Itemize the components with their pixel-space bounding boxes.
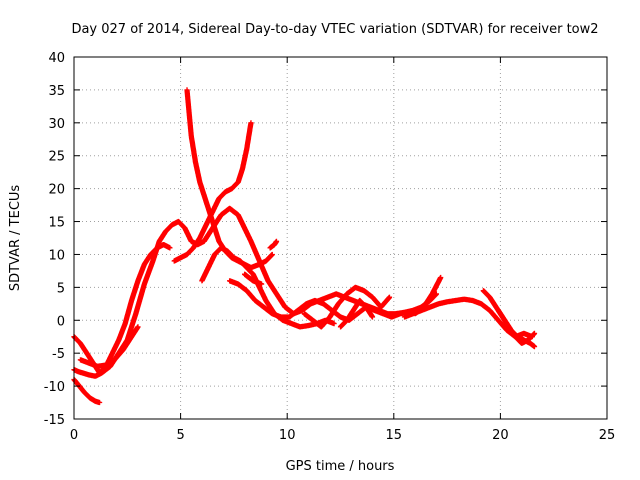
y-tick-label: 40 — [48, 51, 65, 66]
y-axis-label: SDTVAR / TECUs — [8, 185, 23, 292]
satellite-track-14 — [495, 307, 538, 350]
y-tick-label: 35 — [48, 84, 65, 99]
satellite-track-6 — [171, 120, 254, 264]
y-tick-label: -10 — [44, 380, 65, 395]
data-marker-path — [267, 238, 280, 251]
y-tick-label: 25 — [48, 150, 65, 165]
y-tick-label: 10 — [48, 248, 65, 263]
axis-ticks: 0 5 10 15 20 25 -15 -10 -5 0 5 10 15 20 25 30 35 40 — [44, 51, 616, 443]
data-marker-path — [480, 288, 538, 346]
data-marker-path — [495, 307, 538, 350]
grid-lines — [74, 57, 607, 419]
satellite-track-15 — [242, 271, 265, 287]
data-marker-path — [171, 120, 254, 264]
satellite-track-3 — [71, 376, 103, 406]
y-tick-label: 30 — [48, 117, 65, 132]
y-tick-label: 5 — [57, 281, 65, 296]
satellite-track-2 — [71, 242, 173, 376]
y-tick-label: 0 — [57, 314, 65, 329]
satellite-track-4 — [77, 324, 141, 369]
data-marker-path — [412, 274, 444, 317]
x-tick-label: 10 — [279, 428, 296, 443]
x-tick-label: 20 — [492, 428, 509, 443]
satellite-track-12 — [412, 274, 444, 317]
x-tick-label: 15 — [386, 428, 403, 443]
plot-frame — [73, 56, 608, 420]
data-marker-path — [301, 284, 393, 330]
chart-title: Day 027 of 2014, Sidereal Day-to-day VTE… — [71, 22, 598, 37]
x-axis-label: GPS time / hours — [286, 459, 395, 474]
data-marker-path — [337, 297, 376, 330]
x-tick-label: 5 — [176, 428, 184, 443]
data-marker-path — [71, 376, 103, 406]
y-tick-label: 20 — [48, 183, 65, 198]
data-marker-path — [242, 271, 265, 287]
y-tick-label: -5 — [52, 347, 65, 362]
satellite-track-13 — [480, 288, 538, 346]
data-points — [71, 87, 538, 406]
y-tick-label: -15 — [44, 413, 65, 428]
satellite-track-10 — [337, 297, 376, 330]
y-tick-label: 15 — [48, 216, 65, 231]
data-marker-path — [71, 242, 173, 376]
satellite-track-16 — [267, 238, 280, 251]
x-tick-label: 25 — [599, 428, 616, 443]
data-marker-path — [77, 324, 141, 369]
satellite-track-9 — [301, 284, 393, 330]
x-tick-label: 0 — [70, 428, 78, 443]
